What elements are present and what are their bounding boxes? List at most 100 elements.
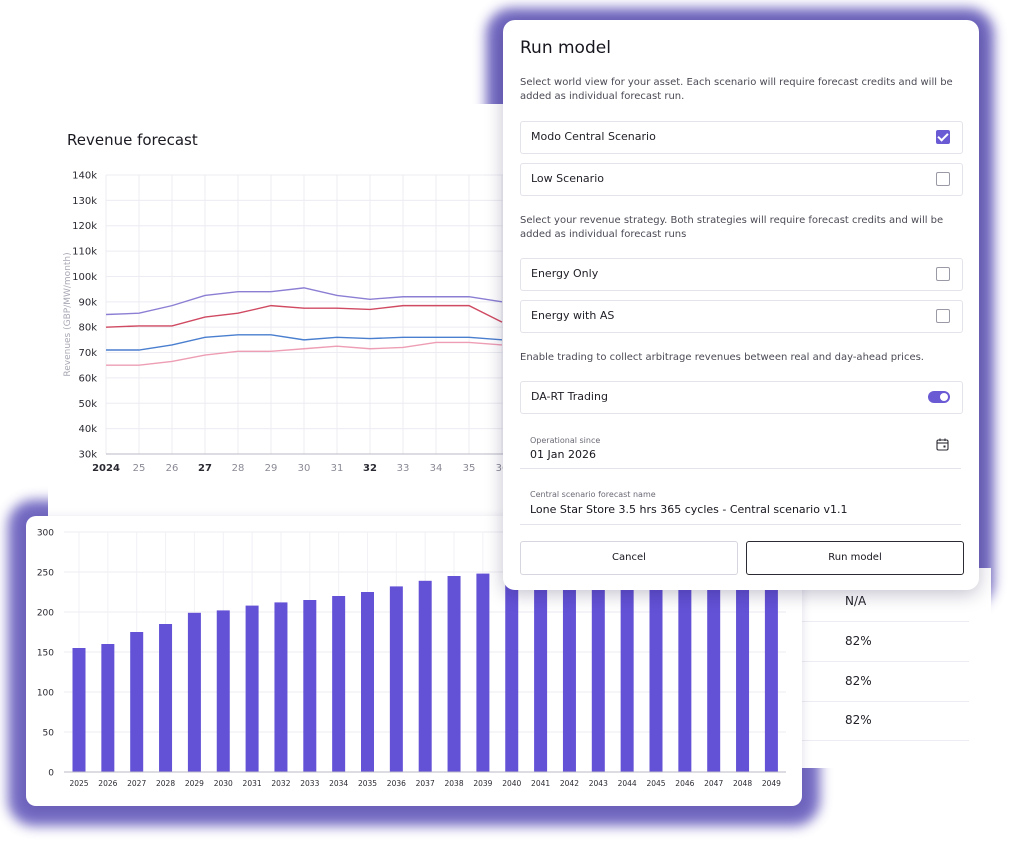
- bar: [707, 573, 721, 772]
- x-tick-label: 34: [430, 463, 443, 474]
- x-tick-label: 2048: [733, 779, 752, 788]
- run-model-button[interactable]: Run model: [746, 541, 964, 575]
- series-line: [106, 341, 503, 366]
- x-tick-label: 2030: [214, 779, 233, 788]
- forecast-name-value: Lone Star Store 3.5 hrs 365 cycles - Cen…: [530, 503, 848, 516]
- x-tick-label: 29: [265, 463, 278, 474]
- x-tick-label: 30: [298, 463, 311, 474]
- y-tick-label: 100: [37, 689, 54, 699]
- energy-with-as-checkbox[interactable]: [936, 309, 950, 323]
- x-tick-label: 2029: [185, 779, 204, 788]
- x-tick-label: 26: [166, 463, 179, 474]
- y-tick-label: 100k: [72, 272, 97, 283]
- trading-option[interactable]: DA-RT Trading: [520, 381, 963, 414]
- scenario-option-central[interactable]: Modo Central Scenario: [520, 121, 963, 154]
- modal-title: Run model: [520, 38, 611, 58]
- energy-only-checkbox[interactable]: [936, 267, 950, 281]
- world-view-description: Select world view for your asset. Each s…: [520, 77, 953, 102]
- strategy-option-label: Energy Only: [531, 267, 599, 280]
- y-tick-label: 60k: [78, 373, 97, 384]
- x-tick-label: 28: [232, 463, 245, 474]
- revenue-forecast-title: Revenue forecast: [67, 131, 198, 149]
- trading-option-label: DA-RT Trading: [531, 390, 608, 403]
- bar: [418, 580, 432, 772]
- table-row: 82%: [795, 622, 969, 662]
- operational-since-field[interactable]: Operational since 01 Jan 2026: [520, 428, 961, 469]
- y-axis-label: Revenues (GBP/MW/month): [63, 252, 73, 376]
- bar: [332, 596, 346, 772]
- scenario-option-label: Low Scenario: [531, 172, 604, 185]
- operational-since-label: Operational since: [530, 436, 601, 445]
- table-cell: 82%: [845, 713, 872, 727]
- x-tick-label: 2026: [98, 779, 117, 788]
- metrics-table: N/A 82% 82% 82%: [795, 568, 991, 768]
- y-tick-label: 110k: [72, 247, 97, 258]
- bar: [72, 648, 86, 772]
- x-tick-label: 2037: [416, 779, 435, 788]
- y-tick-label: 150: [37, 649, 54, 659]
- y-tick-label: 90k: [78, 297, 97, 308]
- x-tick-label: 27: [198, 463, 212, 474]
- strategy-option-energy-only[interactable]: Energy Only: [520, 258, 963, 291]
- bar: [649, 573, 663, 772]
- x-tick-label: 2038: [445, 779, 464, 788]
- bar: [101, 644, 115, 772]
- y-tick-label: 80k: [78, 323, 97, 334]
- x-tick-label: 35: [463, 463, 476, 474]
- x-tick-label: 2042: [560, 779, 579, 788]
- strategy-option-energy-with-as[interactable]: Energy with AS: [520, 300, 963, 333]
- bar: [505, 573, 519, 772]
- low-scenario-checkbox[interactable]: [936, 172, 950, 186]
- bar: [476, 573, 490, 772]
- x-tick-label: 32: [363, 463, 377, 474]
- x-tick-label: 2036: [387, 779, 406, 788]
- cancel-button[interactable]: Cancel: [520, 541, 738, 575]
- bar: [361, 592, 374, 772]
- x-tick-label: 2031: [243, 779, 262, 788]
- x-tick-label: 2034: [329, 779, 348, 788]
- table-cell: N/A: [845, 594, 867, 608]
- series-line: [105, 287, 503, 316]
- x-tick-label: 2028: [156, 779, 175, 788]
- x-tick-label: 25: [133, 463, 146, 474]
- bar: [216, 610, 230, 772]
- table-cell: 82%: [845, 634, 872, 648]
- x-tick-label: 2041: [531, 779, 550, 788]
- x-tick-label: 2045: [646, 779, 665, 788]
- y-tick-label: 50: [43, 729, 55, 739]
- x-tick-label: 2033: [300, 779, 319, 788]
- revenue-forecast-card: Revenue forecast 30k 40k 50k 60k 70k 80k 90k 10…: [48, 104, 508, 524]
- bar: [562, 573, 576, 772]
- trading-toggle[interactable]: [928, 391, 950, 403]
- operational-since-value: 01 Jan 2026: [530, 448, 596, 461]
- y-tick-label: 50k: [78, 399, 97, 410]
- scenario-option-low[interactable]: Low Scenario: [520, 163, 963, 196]
- table-cell: 82%: [845, 674, 872, 688]
- bar: [130, 632, 144, 772]
- strategy-option-label: Energy with AS: [531, 309, 615, 322]
- run-model-modal: Run model Select world view for your ass…: [503, 20, 979, 590]
- bar: [736, 573, 750, 772]
- y-tick-label: 120k: [72, 221, 97, 232]
- x-tick-label: 2049: [762, 779, 781, 788]
- scenario-option-label: Modo Central Scenario: [531, 130, 656, 143]
- x-tick-label: 31: [331, 463, 344, 474]
- forecast-name-field[interactable]: Central scenario forecast name Lone Star…: [520, 484, 961, 525]
- x-tick-label: 2044: [618, 779, 637, 788]
- bar: [389, 586, 403, 772]
- x-tick-label: 2039: [473, 779, 492, 788]
- calendar-icon[interactable]: [936, 438, 949, 451]
- y-tick-label: 130k: [72, 196, 97, 207]
- series-line: [105, 304, 503, 328]
- y-tick-label: 250: [37, 569, 54, 579]
- table-row: N/A: [795, 582, 969, 622]
- bar: [303, 600, 317, 772]
- central-scenario-checkbox[interactable]: [936, 130, 950, 144]
- table-row: 82%: [795, 701, 969, 741]
- revenue-forecast-chart: 30k 40k 50k 60k 70k 80k 90k 100k 110k 120k 130k 140…: [63, 171, 508, 475]
- x-tick-label: 2027: [127, 779, 146, 788]
- x-tick-label: 2035: [358, 779, 377, 788]
- bar: [159, 624, 173, 772]
- y-tick-label: 0: [48, 769, 54, 779]
- strategy-description: Select your revenue strategy. Both strat…: [520, 215, 944, 240]
